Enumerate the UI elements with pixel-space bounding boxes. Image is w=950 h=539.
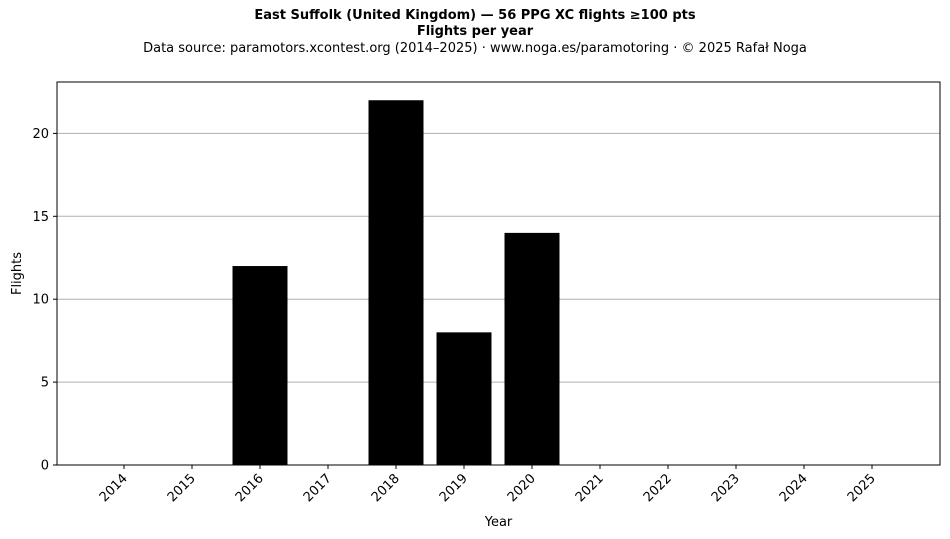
- y-axis-ticks: 0 5 10 15 20: [32, 127, 57, 474]
- x-tick-label-2021: 2021: [573, 471, 607, 505]
- bars: [232, 100, 560, 465]
- x-tick-label-2025: 2025: [845, 471, 879, 505]
- bar-2016: [232, 266, 288, 465]
- y-tick-label: 10: [32, 293, 49, 308]
- bar-2019: [436, 332, 492, 465]
- chart-titles: East Suffolk (United Kingdom) — 56 PPG X…: [0, 8, 950, 57]
- y-tick-label: 15: [32, 210, 49, 225]
- bar-2018: [368, 100, 424, 465]
- x-tick-label-2018: 2018: [369, 471, 403, 505]
- x-axis-label: Year: [484, 515, 513, 530]
- y-tick-label: 20: [32, 127, 49, 142]
- grid-lines: [57, 132, 940, 383]
- x-tick-label-2017: 2017: [301, 471, 335, 505]
- x-tick-label-2015: 2015: [165, 471, 199, 505]
- x-axis-ticks: 2014 2015 2016 2017 2018 2019 2020 2021 2022 2023…: [97, 465, 879, 505]
- bar-2020: [504, 232, 560, 465]
- y-tick-label: 0: [41, 459, 49, 474]
- x-tick-label-2020: 2020: [505, 471, 539, 505]
- x-tick-label-2014: 2014: [97, 471, 131, 505]
- chart-source-note: Data source: paramotors.xcontest.org (20…: [143, 41, 807, 56]
- y-axis-label: Flights: [10, 252, 25, 295]
- chart-subtitle: Flights per year: [416, 24, 534, 39]
- x-tick-label-2022: 2022: [641, 471, 675, 505]
- plot-frame: [56, 81, 941, 466]
- chart-title: East Suffolk (United Kingdom) — 56 PPG X…: [254, 8, 696, 23]
- x-tick-label-2024: 2024: [777, 471, 811, 505]
- x-tick-label-2016: 2016: [233, 471, 267, 505]
- x-tick-label-2019: 2019: [437, 471, 471, 505]
- x-tick-label-2023: 2023: [709, 471, 743, 505]
- y-tick-label: 5: [41, 376, 49, 391]
